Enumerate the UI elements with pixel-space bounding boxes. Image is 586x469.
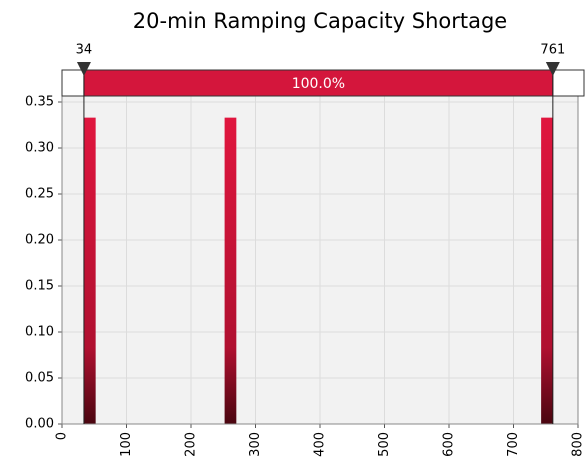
delimiter-marker	[76, 62, 91, 76]
y-tick-label: 0.00	[25, 417, 54, 432]
y-tick-label: 0.35	[25, 95, 54, 110]
band-label: 100.0%	[292, 76, 345, 92]
x-tick-label: 300	[248, 432, 263, 457]
x-tick-label: 100	[119, 432, 134, 457]
delimiter-marker	[545, 62, 560, 76]
x-tick-label: 0	[55, 432, 70, 440]
delimiter-label: 34	[76, 43, 93, 58]
y-tick-label: 0.25	[25, 187, 54, 202]
y-tick-label: 0.20	[25, 233, 54, 248]
y-tick-label: 0.10	[25, 325, 54, 340]
x-tick-label: 200	[184, 432, 199, 457]
bar	[541, 117, 553, 424]
delimiter-label: 761	[540, 43, 565, 58]
bar	[224, 117, 237, 424]
y-tick-label: 0.05	[25, 371, 54, 386]
y-tick-label: 0.30	[25, 141, 54, 156]
y-tick-label: 0.15	[25, 279, 54, 294]
chart-title: 20-min Ramping Capacity Shortage	[133, 9, 507, 33]
x-tick-label: 600	[442, 432, 457, 457]
x-tick-label: 400	[313, 432, 328, 457]
x-tick-label: 800	[571, 432, 586, 457]
x-tick-label: 500	[377, 432, 392, 457]
bar	[83, 117, 96, 424]
x-tick-label: 700	[506, 432, 521, 457]
